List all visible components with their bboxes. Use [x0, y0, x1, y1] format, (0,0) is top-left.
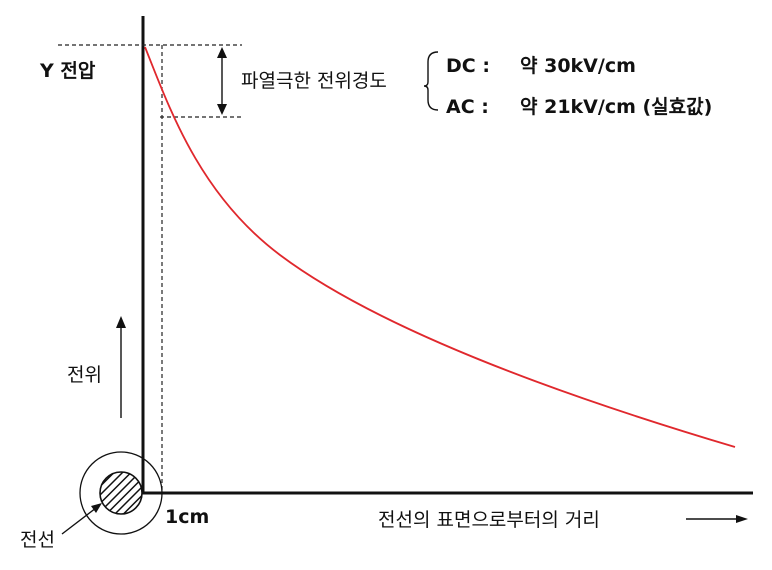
wire-pointer-arrow-head: [91, 503, 102, 513]
distance-arrow-head: [736, 515, 748, 523]
y-axis-label: Y 전압: [39, 60, 96, 82]
wire-field-circle: [79, 451, 163, 535]
gradient-arrow-head-down: [217, 104, 227, 115]
ac-value: 약 21kV/cm (실효값): [520, 96, 712, 118]
x-tick-1cm: 1cm: [165, 506, 209, 528]
brace: [423, 51, 439, 111]
gradient-arrow-head-up: [217, 47, 227, 58]
wire-pointer-arrow: [61, 507, 97, 535]
dc-label: DC :: [446, 55, 490, 77]
wire-conductor: [99, 471, 143, 515]
wire-label: 전선: [20, 529, 55, 551]
potential-curve: [144, 46, 736, 448]
potential-label: 전위: [67, 364, 102, 386]
x-axis-label: 전선의 표면으로부터의 거리: [378, 509, 600, 531]
potential-arrow-head: [116, 316, 126, 328]
dc-value: 약 30kV/cm: [520, 55, 636, 77]
ac-label: AC :: [446, 96, 489, 118]
field-gradient-label: 파열극한 전위경도: [241, 70, 387, 92]
